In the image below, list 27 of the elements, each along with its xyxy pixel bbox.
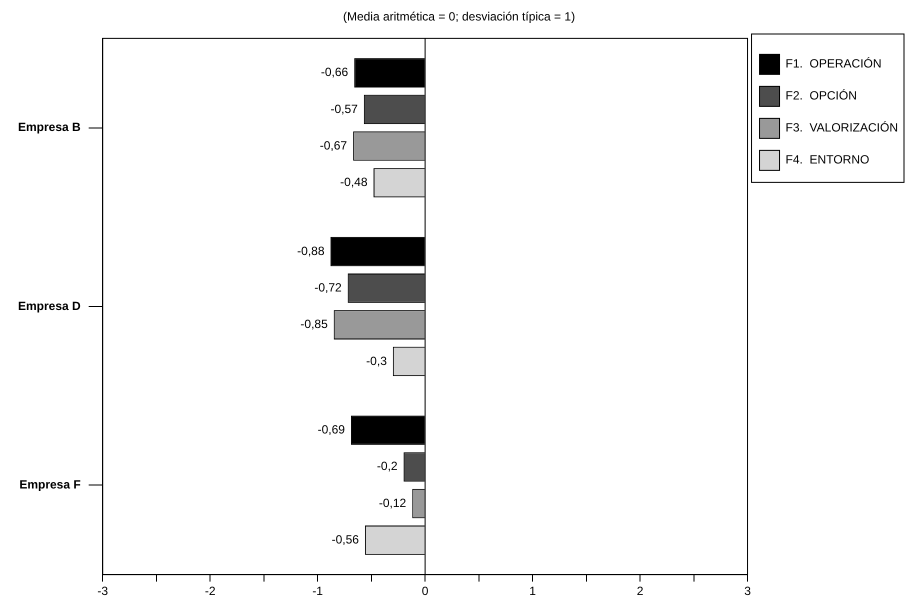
x-tick-label: -1 [312,584,324,598]
data-label: -0,66 [320,65,348,80]
x-tick-label: 3 [744,584,752,598]
data-label: -0,57 [330,102,358,116]
data-label: -0,48 [340,175,368,190]
y-tick-label: Empresa F [19,478,81,492]
x-tick-label: 0 [422,584,429,598]
chart-title: (Media aritmética = 0; desviación típica = 1) [342,10,576,24]
data-label: -0,67 [320,138,348,152]
data-label: -0,2 [376,459,398,474]
y-tick-label: Empresa D [18,298,82,313]
data-label: -0,56 [332,532,360,547]
legend-label: F4. ENTORNO [786,152,870,167]
x-tick-label: -2 [204,584,216,598]
legend-label: F2. OPCIÓN [786,88,857,103]
data-label: -0,72 [314,280,342,294]
data-label: -0,85 [300,317,328,332]
x-tick-label: -3 [97,584,108,598]
legend-label: F1. OPERACIÓN [786,56,882,71]
x-tick-label: 1 [529,584,536,598]
x-tick-label: 2 [636,584,644,598]
y-tick-label: Empresa B [18,120,82,134]
data-label: -0,69 [318,422,346,437]
data-label: -0,3 [366,354,388,368]
data-label: -0,88 [297,244,325,258]
data-label: -0,12 [378,496,407,510]
legend-label: F3. VALORIZACIÓN [786,120,898,135]
